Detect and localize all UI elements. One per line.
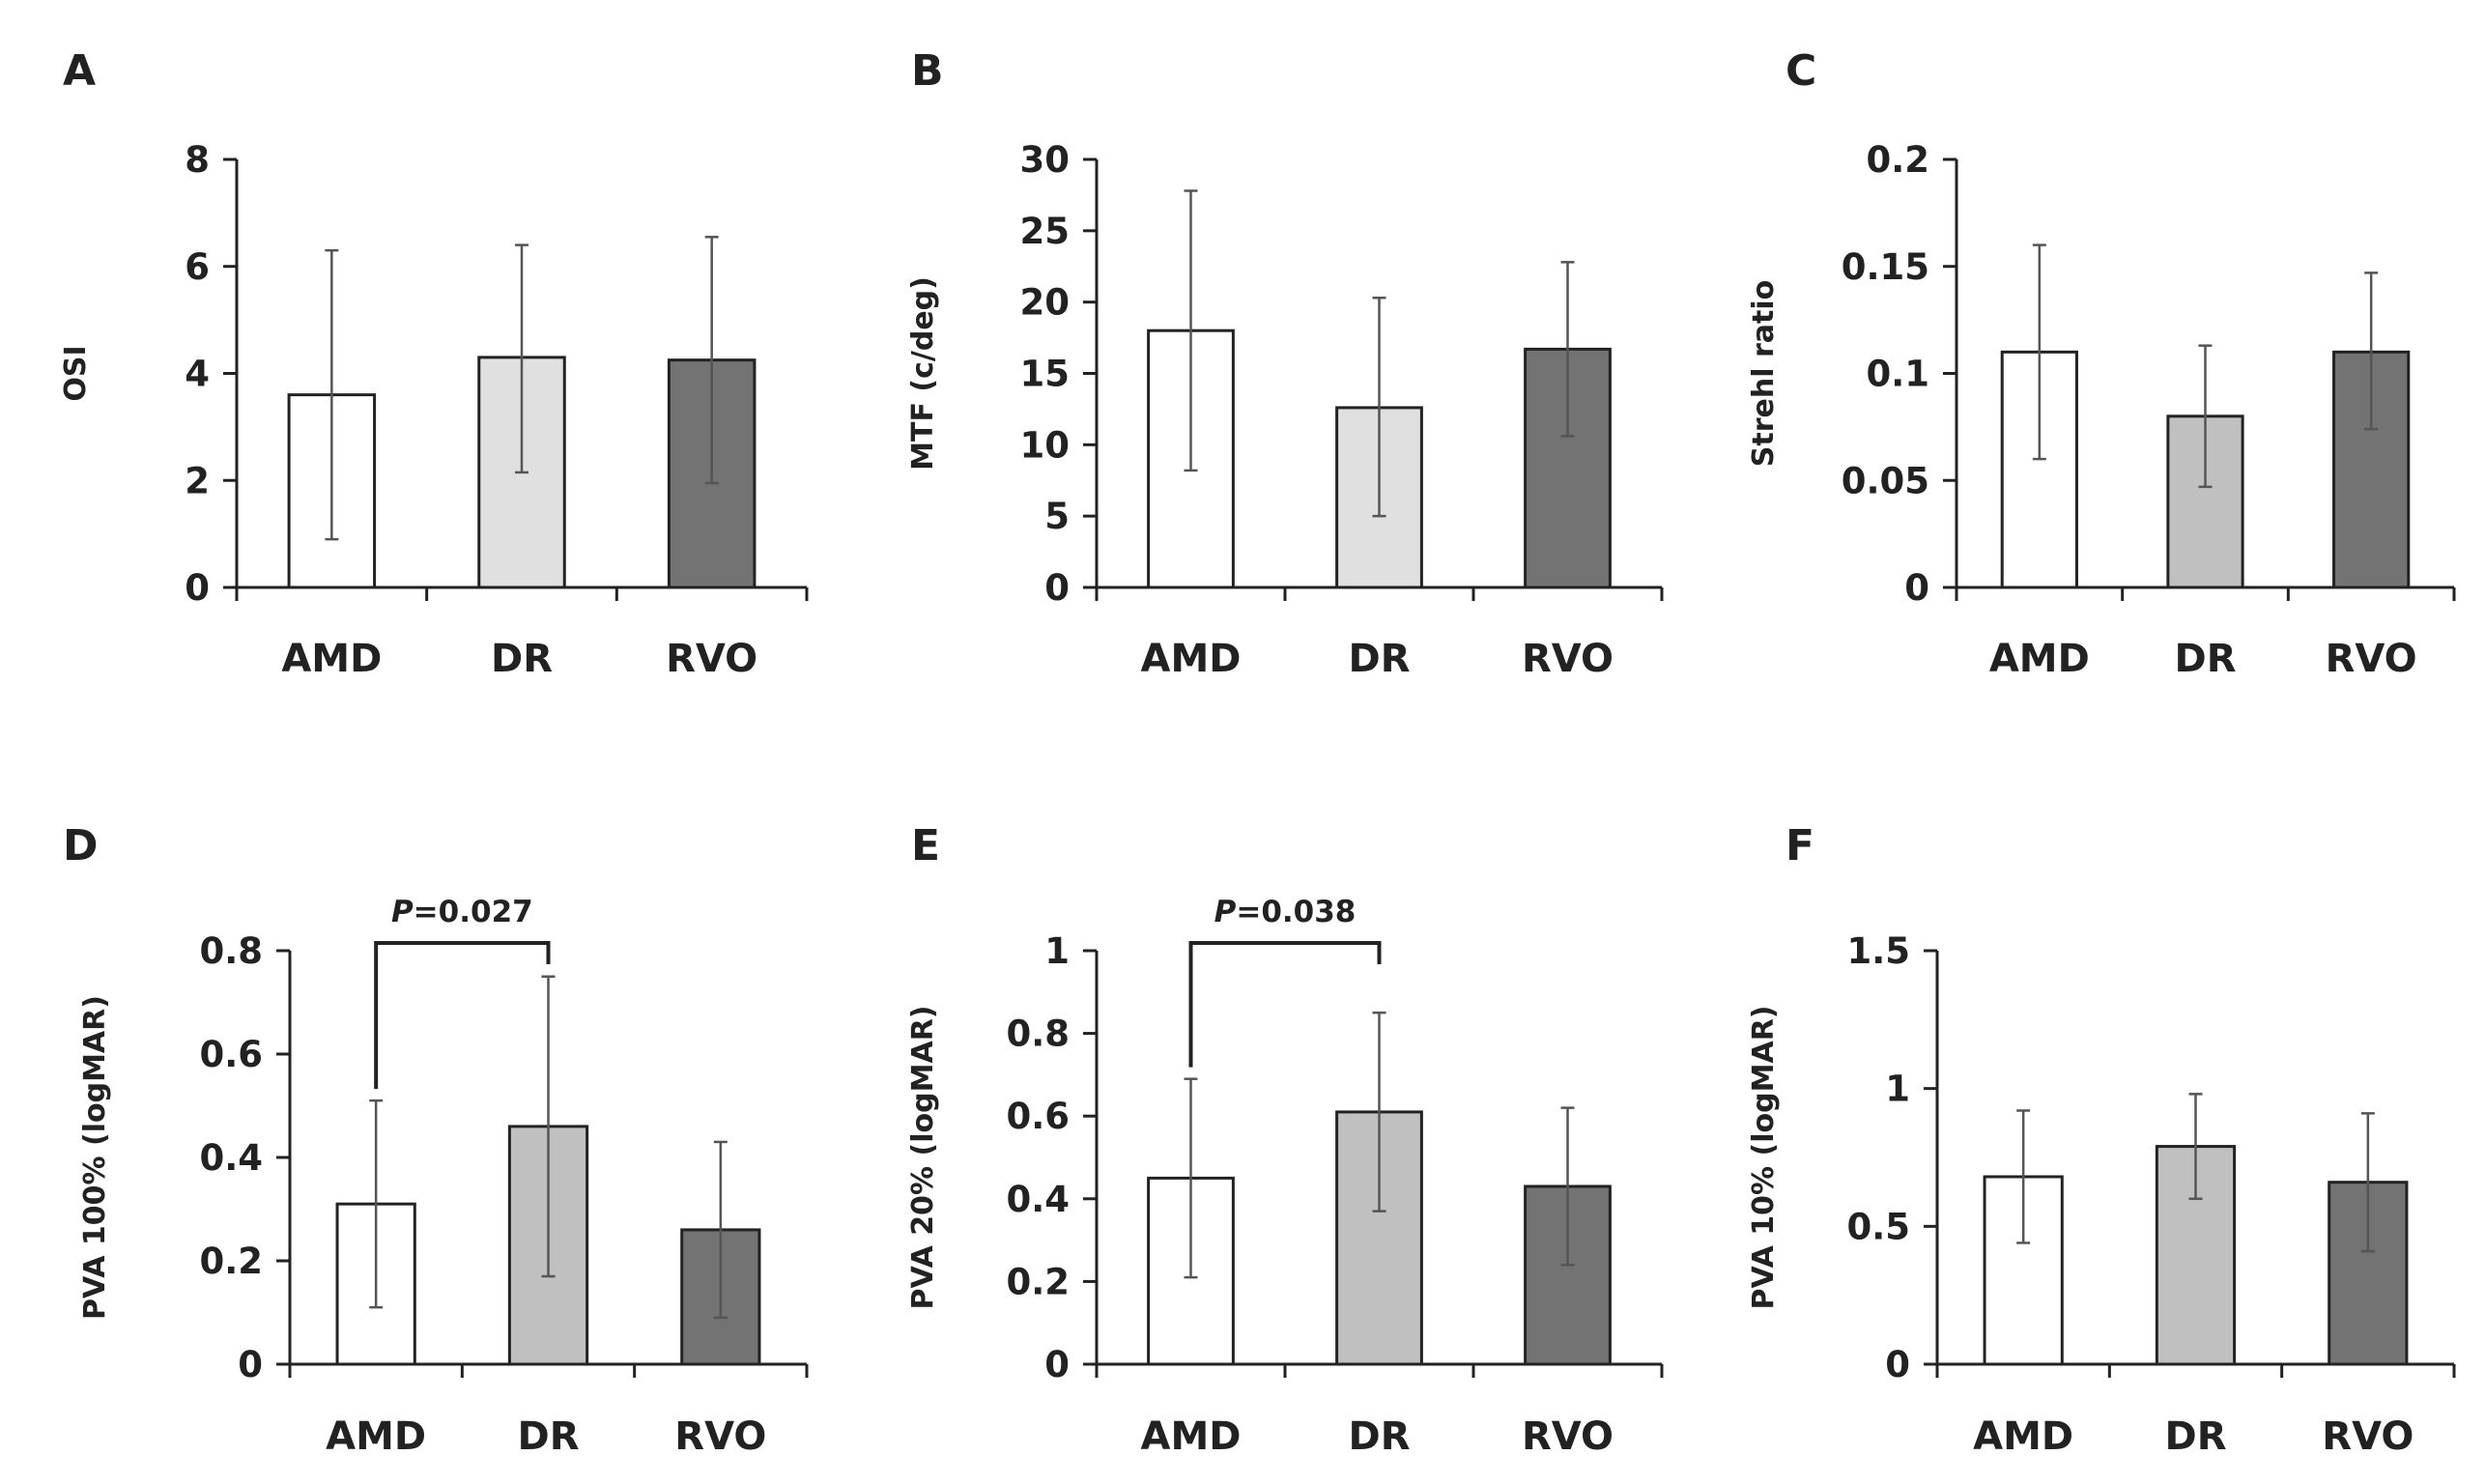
y-tick-label: 0.8 <box>1006 1013 1070 1055</box>
category-label: RVO <box>674 1414 766 1459</box>
panel-letter: A <box>63 46 96 96</box>
p-value-label: P=0.027 <box>391 895 533 929</box>
category-label: AMD <box>1973 1414 2073 1459</box>
y-tick-label: 25 <box>1020 211 1071 252</box>
y-tick-label: 20 <box>1020 282 1071 324</box>
chart-panel-a: A 0 2 4 6 8 OSI AMD DR RVO <box>59 46 809 681</box>
panel-letter: C <box>1785 46 1816 96</box>
y-tick-label: 1 <box>1044 930 1070 972</box>
y-tick-label: 0 <box>238 1344 263 1385</box>
y-axis-title: OSI <box>59 345 93 401</box>
y-tick-label: 0.8 <box>199 930 263 972</box>
y-axis-title: PVA 20% (logMAR) <box>906 1005 940 1309</box>
y-tick-label: 0.4 <box>199 1137 263 1179</box>
category-label: AMD <box>1989 637 2090 681</box>
y-axis-title: Strehl ratio <box>1747 280 1781 467</box>
y-axis-title: MTF (c/deg) <box>906 276 940 471</box>
y-tick-label: 0.15 <box>1842 246 1929 288</box>
chart-panel-d: D 0 0.2 0.4 0.6 0.8 PVA 100% (logMAR) AMD DR RVO P… <box>63 821 809 1459</box>
y-tick-label: 5 <box>1044 496 1070 537</box>
y-tick-label: 0.4 <box>1006 1179 1070 1220</box>
category-label: AMD <box>1141 637 1242 681</box>
category-label: RVO <box>1522 1414 1614 1459</box>
y-tick-label: 6 <box>185 246 210 288</box>
category-label: DR <box>2174 637 2236 681</box>
y-tick-label: 2 <box>185 460 210 501</box>
category-label: DR <box>491 637 553 681</box>
category-label: DR <box>1348 1414 1410 1459</box>
y-tick-label: 0 <box>1904 567 1929 609</box>
panel-letter: E <box>911 821 940 870</box>
y-tick-label: 0.1 <box>1866 354 1929 395</box>
y-tick-label: 0 <box>185 567 210 609</box>
y-tick-label: 0.2 <box>1866 139 1929 181</box>
category-label: RVO <box>666 637 757 681</box>
category-label: DR <box>2164 1414 2226 1459</box>
y-tick-label: 30 <box>1020 139 1071 181</box>
y-tick-label: 0 <box>1885 1344 1910 1385</box>
y-tick-label: 15 <box>1020 354 1071 395</box>
significance-bracket <box>1188 941 1382 1068</box>
category-label: AMD <box>326 1414 426 1459</box>
y-tick-label: 0.5 <box>1846 1206 1910 1247</box>
chart-panel-e: E 0 0.2 0.4 0.6 0.8 1 PVA 20% (logMAR) AMD DR RVO P… <box>906 821 1664 1459</box>
y-tick-label: 0 <box>1044 567 1070 609</box>
category-label: DR <box>517 1414 579 1459</box>
y-tick-label: 0.6 <box>199 1034 263 1075</box>
y-tick-label: 4 <box>185 354 210 395</box>
category-label: AMD <box>281 637 382 681</box>
category-label: RVO <box>2322 1414 2414 1459</box>
p-value-label: P=0.038 <box>1214 895 1357 929</box>
panel-letter: F <box>1785 821 1814 870</box>
category-label: RVO <box>2326 637 2417 681</box>
chart-panel-f: F 0 0.5 1 1.5 PVA 10% (logMAR) AMD DR RVO <box>1747 821 2456 1459</box>
y-tick-label: 10 <box>1020 424 1071 466</box>
chart-panel-b: B 0 5 10 15 20 25 30 MTF (c/deg) AMD DR RVO <box>906 46 1664 681</box>
y-tick-label: 8 <box>185 139 210 181</box>
significance-bracket <box>374 941 551 1090</box>
category-label: DR <box>1348 637 1410 681</box>
y-tick-label: 1.5 <box>1846 930 1910 972</box>
y-axis-title: PVA 100% (logMAR) <box>78 995 112 1320</box>
category-label: AMD <box>1141 1414 1242 1459</box>
y-tick-label: 0.2 <box>199 1241 263 1282</box>
y-tick-label: 0.2 <box>1006 1261 1070 1302</box>
category-label: RVO <box>1522 637 1614 681</box>
panel-letter: B <box>911 46 944 96</box>
panel-letter: D <box>63 821 99 870</box>
chart-panel-c: C 0 0.05 0.1 0.15 0.2 Strehl ratio AMD DR RVO <box>1747 46 2456 681</box>
y-tick-label: 0.6 <box>1006 1096 1070 1137</box>
y-tick-label: 0.05 <box>1842 460 1929 501</box>
y-axis-title: PVA 10% (logMAR) <box>1747 1005 1781 1309</box>
y-tick-label: 0 <box>1044 1344 1070 1385</box>
y-tick-label: 1 <box>1885 1069 1910 1110</box>
